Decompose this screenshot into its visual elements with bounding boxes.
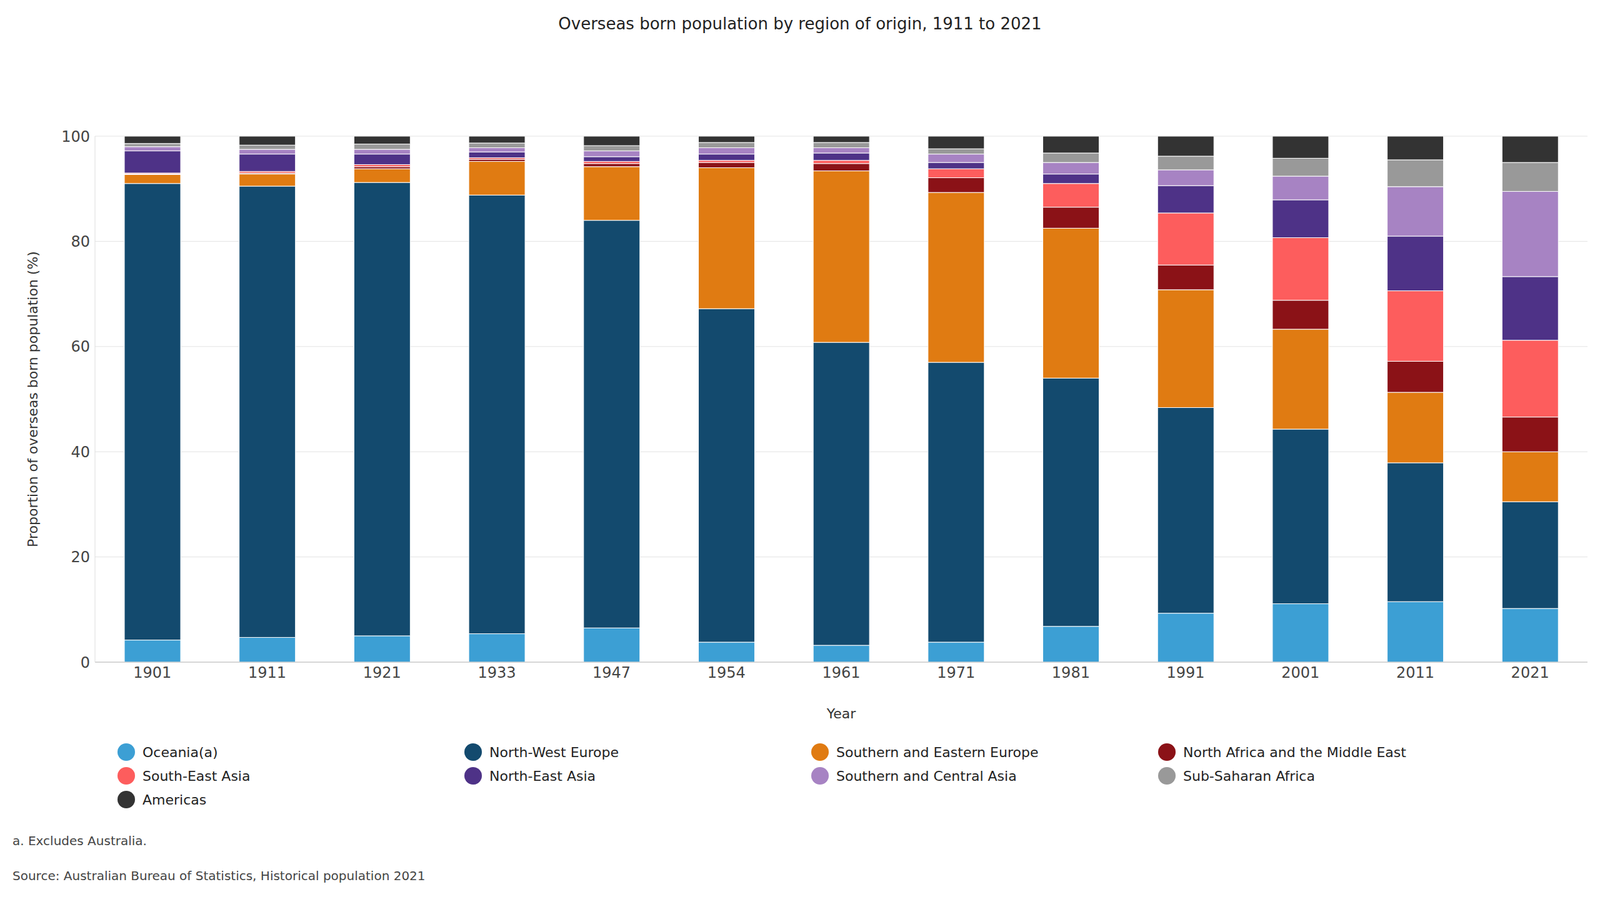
svg-text:20: 20 xyxy=(70,548,90,567)
html-text:North-East Asia: North-East Asia xyxy=(489,768,596,785)
svg-text:2011: 2011 xyxy=(1396,664,1435,682)
svg-text:Proportion of overseas born po: Proportion of overseas born population (… xyxy=(25,251,41,548)
svg-text:1901: 1901 xyxy=(133,664,172,682)
html-text:South-East Asia: South-East Asia xyxy=(142,768,251,785)
svg-text:Year: Year xyxy=(826,706,857,722)
html-text:North Africa and the Middle Ea: North Africa and the Middle East xyxy=(1183,744,1407,761)
html-text:Southern and Eastern Europe: Southern and Eastern Europe xyxy=(836,744,1039,761)
html-text:Source: Australian Bureau of S: Source: Australian Bureau of Statistics,… xyxy=(12,868,426,884)
svg-text:2021: 2021 xyxy=(1511,664,1550,682)
svg-text:80: 80 xyxy=(70,233,90,251)
html-text:North-West Europe: North-West Europe xyxy=(489,744,619,761)
svg-text:1971: 1971 xyxy=(936,664,975,682)
svg-text:60: 60 xyxy=(70,338,90,356)
svg-text:1961: 1961 xyxy=(821,664,860,682)
svg-text:1981: 1981 xyxy=(1051,664,1090,682)
svg-text:1954: 1954 xyxy=(707,664,746,682)
svg-text:1911: 1911 xyxy=(248,664,287,682)
html-text:a. Excludes Australia.: a. Excludes Australia. xyxy=(12,833,147,849)
svg-text:1933: 1933 xyxy=(477,664,516,682)
svg-text:1921: 1921 xyxy=(363,664,402,682)
svg-text:100: 100 xyxy=(61,128,90,146)
html-text:Oceania(a): Oceania(a) xyxy=(142,744,218,761)
svg-text:40: 40 xyxy=(70,443,90,462)
html-text:Overseas born population by re: Overseas born population by region of or… xyxy=(558,14,1042,34)
html-text:Southern and Central Asia: Southern and Central Asia xyxy=(836,768,1017,785)
svg-text:0: 0 xyxy=(80,654,90,672)
svg-text:1991: 1991 xyxy=(1166,664,1205,682)
html-text:Americas: Americas xyxy=(142,792,207,808)
svg-text:1947: 1947 xyxy=(592,664,631,682)
html-text:Sub-Saharan Africa: Sub-Saharan Africa xyxy=(1183,768,1315,785)
svg-text:2001: 2001 xyxy=(1281,664,1320,682)
